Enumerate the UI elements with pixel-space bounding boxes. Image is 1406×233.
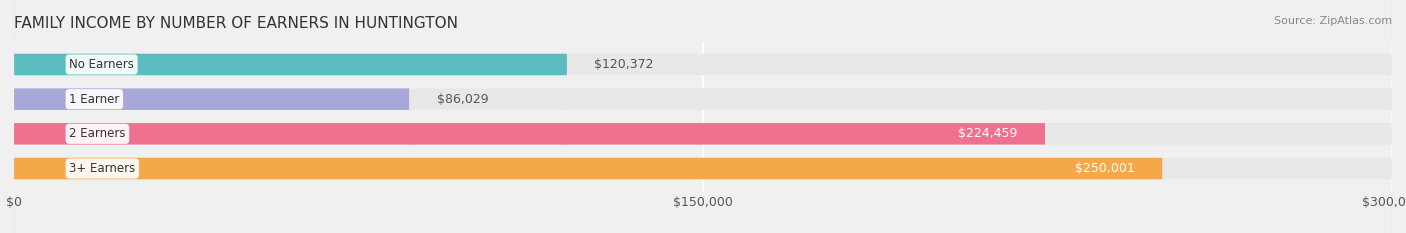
FancyBboxPatch shape	[14, 0, 409, 233]
FancyBboxPatch shape	[14, 0, 1163, 233]
Text: $224,459: $224,459	[957, 127, 1018, 140]
Text: 2 Earners: 2 Earners	[69, 127, 125, 140]
FancyBboxPatch shape	[14, 0, 1392, 233]
FancyBboxPatch shape	[14, 0, 1392, 233]
FancyBboxPatch shape	[14, 0, 567, 233]
Text: $120,372: $120,372	[595, 58, 654, 71]
FancyBboxPatch shape	[14, 0, 1045, 233]
Text: FAMILY INCOME BY NUMBER OF EARNERS IN HUNTINGTON: FAMILY INCOME BY NUMBER OF EARNERS IN HU…	[14, 16, 458, 31]
FancyBboxPatch shape	[14, 0, 1392, 233]
Text: 1 Earner: 1 Earner	[69, 93, 120, 106]
FancyBboxPatch shape	[14, 0, 1392, 233]
Text: $86,029: $86,029	[437, 93, 488, 106]
Text: $250,001: $250,001	[1076, 162, 1135, 175]
Text: Source: ZipAtlas.com: Source: ZipAtlas.com	[1274, 16, 1392, 26]
Text: No Earners: No Earners	[69, 58, 134, 71]
Text: 3+ Earners: 3+ Earners	[69, 162, 135, 175]
